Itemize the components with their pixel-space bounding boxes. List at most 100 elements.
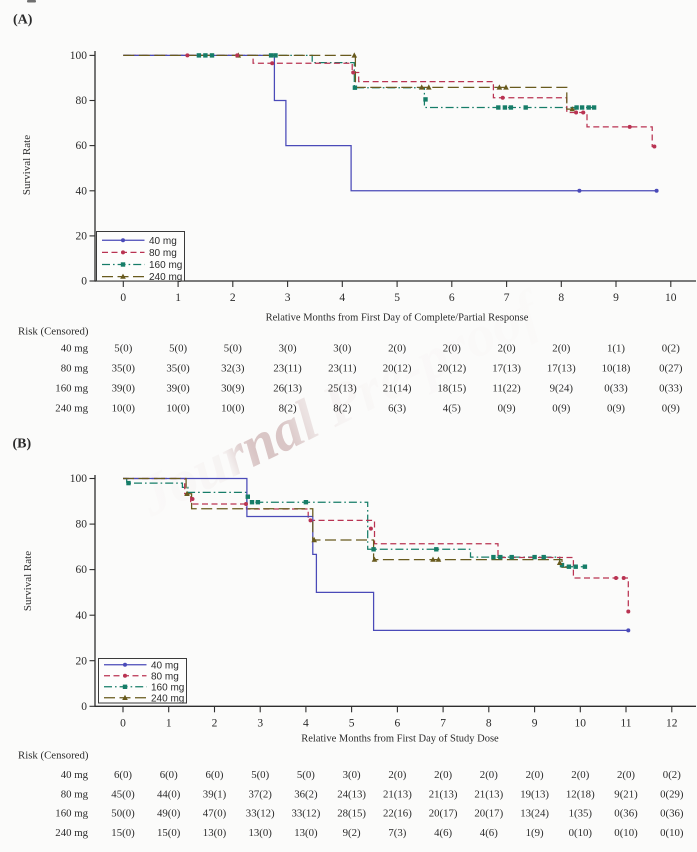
svg-text:10: 10 (665, 292, 677, 304)
svg-text:37(2): 37(2) (249, 788, 273, 800)
svg-text:3: 3 (257, 717, 263, 729)
svg-text:49(0): 49(0) (157, 808, 181, 820)
svg-text:40 mg: 40 mg (151, 660, 179, 671)
svg-text:Risk (Censored): Risk (Censored) (18, 326, 89, 338)
svg-text:9(2): 9(2) (343, 827, 361, 839)
svg-text:3(0): 3(0) (279, 342, 297, 354)
svg-text:9: 9 (532, 717, 538, 729)
svg-text:35(0): 35(0) (166, 362, 190, 374)
svg-text:80 mg: 80 mg (61, 788, 89, 800)
svg-text:30(9): 30(9) (221, 382, 245, 394)
svg-text:8(2): 8(2) (279, 402, 297, 414)
svg-text:40 mg: 40 mg (149, 236, 177, 247)
svg-text:4: 4 (339, 292, 345, 304)
svg-text:21(13): 21(13) (383, 788, 412, 800)
svg-text:0: 0 (81, 701, 87, 713)
svg-text:80: 80 (76, 519, 88, 531)
svg-text:23(11): 23(11) (273, 362, 302, 374)
svg-text:17(13): 17(13) (492, 362, 521, 374)
svg-text:40: 40 (76, 185, 88, 197)
svg-text:32(3): 32(3) (221, 362, 245, 374)
svg-text:0(33): 0(33) (604, 382, 628, 394)
svg-text:6(3): 6(3) (388, 402, 406, 414)
svg-text:0: 0 (120, 292, 126, 304)
svg-text:7: 7 (504, 292, 510, 304)
svg-text:100: 100 (70, 50, 88, 62)
svg-text:4(6): 4(6) (480, 827, 498, 839)
svg-text:15(0): 15(0) (111, 827, 135, 839)
svg-text:22(16): 22(16) (383, 808, 412, 820)
svg-text:13(0): 13(0) (249, 827, 273, 839)
svg-text:240 mg: 240 mg (55, 827, 88, 839)
svg-text:0(27): 0(27) (659, 362, 683, 374)
svg-text:7: 7 (440, 717, 446, 729)
svg-text:80 mg: 80 mg (151, 671, 179, 682)
svg-text:3(0): 3(0) (343, 769, 361, 781)
svg-text:80 mg: 80 mg (61, 362, 89, 374)
svg-text:39(0): 39(0) (166, 382, 190, 394)
svg-text:160 mg: 160 mg (151, 682, 184, 693)
svg-text:25(13): 25(13) (328, 382, 357, 394)
svg-text:80: 80 (76, 95, 88, 107)
svg-text:44(0): 44(0) (157, 788, 181, 800)
svg-text:20: 20 (76, 231, 88, 243)
svg-text:0(9): 0(9) (498, 402, 516, 414)
svg-text:15(0): 15(0) (157, 827, 181, 839)
svg-text:5(0): 5(0) (114, 342, 132, 354)
svg-text:10(18): 10(18) (602, 362, 631, 374)
svg-text:Survival Rate: Survival Rate (21, 135, 33, 195)
svg-text:0(29): 0(29) (660, 788, 684, 800)
svg-text:24(13): 24(13) (337, 788, 366, 800)
svg-text:50(0): 50(0) (111, 808, 135, 820)
svg-text:60: 60 (76, 140, 88, 152)
svg-text:12: 12 (666, 717, 678, 729)
svg-text:5: 5 (394, 292, 400, 304)
svg-text:80 mg: 80 mg (149, 248, 177, 259)
svg-text:40: 40 (76, 610, 88, 622)
svg-text:0(2): 0(2) (663, 769, 681, 781)
svg-text:0(36): 0(36) (660, 808, 684, 820)
svg-text:18(15): 18(15) (437, 382, 466, 394)
svg-text:20(17): 20(17) (429, 808, 458, 820)
svg-text:0(2): 0(2) (662, 342, 680, 354)
svg-text:2(0): 2(0) (571, 769, 589, 781)
svg-text:17(13): 17(13) (547, 362, 576, 374)
svg-text:2: 2 (230, 292, 236, 304)
svg-text:(A): (A) (13, 13, 33, 28)
svg-text:10(0): 10(0) (221, 402, 245, 414)
svg-text:2: 2 (212, 717, 218, 729)
svg-text:2(0): 2(0) (434, 769, 452, 781)
svg-text:1(9): 1(9) (526, 827, 544, 839)
svg-text:11(22): 11(22) (492, 382, 521, 394)
svg-text:13(0): 13(0) (203, 827, 227, 839)
svg-text:10: 10 (575, 717, 587, 729)
svg-text:0(36): 0(36) (614, 808, 638, 820)
svg-text:240 mg: 240 mg (55, 402, 88, 414)
svg-text:0(9): 0(9) (662, 402, 680, 414)
svg-text:Relative Months from First Day: Relative Months from First Day of Comple… (266, 313, 529, 324)
svg-text:2(0): 2(0) (617, 769, 635, 781)
svg-text:7(3): 7(3) (388, 827, 406, 839)
svg-text:160 mg: 160 mg (55, 808, 88, 820)
svg-text:240 mg: 240 mg (151, 693, 184, 704)
svg-text:160 mg: 160 mg (55, 382, 88, 394)
svg-text:13(24): 13(24) (520, 808, 549, 820)
svg-text:39(0): 39(0) (112, 382, 136, 394)
svg-text:6(0): 6(0) (206, 769, 224, 781)
svg-text:21(14): 21(14) (383, 382, 412, 394)
svg-text:5(0): 5(0) (169, 342, 187, 354)
svg-text:160 mg: 160 mg (149, 260, 182, 271)
svg-text:2(0): 2(0) (526, 769, 544, 781)
svg-text:5(0): 5(0) (251, 769, 269, 781)
svg-text:40 mg: 40 mg (61, 769, 89, 781)
svg-text:Survival Rate: Survival Rate (22, 551, 34, 611)
svg-text:33(12): 33(12) (246, 808, 275, 820)
svg-text:47(0): 47(0) (203, 808, 227, 820)
svg-text:1: 1 (175, 292, 181, 304)
svg-text:5(0): 5(0) (297, 769, 315, 781)
svg-text:2(0): 2(0) (443, 342, 461, 354)
svg-text:0(33): 0(33) (659, 382, 683, 394)
svg-text:2(0): 2(0) (552, 342, 570, 354)
svg-text:3: 3 (285, 292, 291, 304)
svg-text:39(1): 39(1) (203, 788, 227, 800)
